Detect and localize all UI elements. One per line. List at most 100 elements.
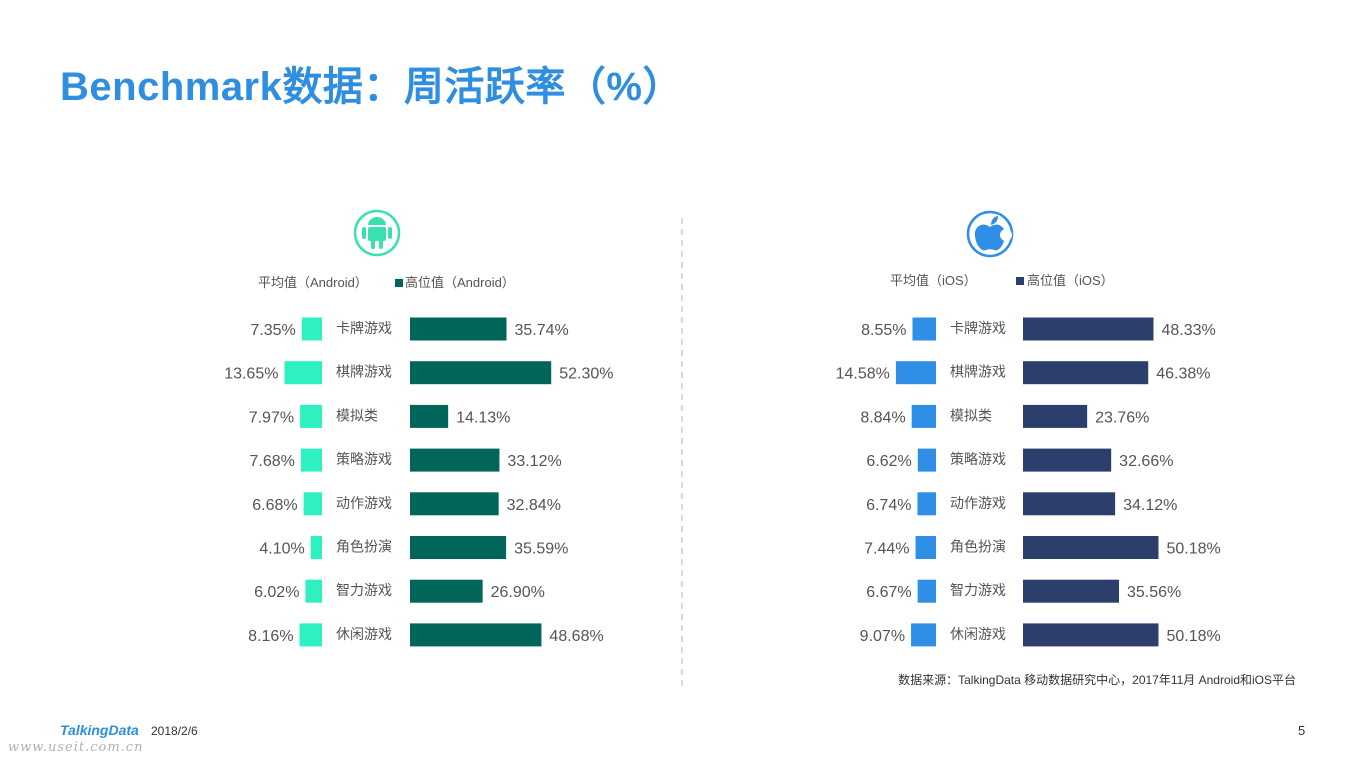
ios-avg-value-label: 8.55%: [861, 322, 906, 339]
android-legend-avg: 平均值（Android）: [258, 275, 368, 290]
ios-high-value-label: 50.18%: [1166, 628, 1220, 645]
android-avg-bar: [300, 404, 322, 428]
ios-high-value-label: 50.18%: [1166, 541, 1220, 558]
android-high-value-label: 33.12%: [507, 453, 561, 470]
ios-avg-value-label: 6.74%: [866, 497, 911, 514]
android-avg-bar: [301, 317, 322, 341]
ios-high-bar: [1023, 579, 1120, 603]
android-avg-value-label: 8.16%: [248, 628, 293, 645]
ios-legend-high-swatch: [1016, 277, 1024, 285]
ios-avg-value-label: 14.58%: [836, 366, 890, 383]
ios-high-value-label: 48.33%: [1161, 322, 1215, 339]
ios-high-value-label: 34.12%: [1123, 497, 1177, 514]
apple-icon-body: [974, 224, 1006, 251]
ios-category-label: 棋牌游戏: [950, 364, 1006, 380]
android-category-label: 棋牌游戏: [336, 364, 392, 380]
android-avg-bar: [303, 492, 322, 516]
ios-avg-bar: [917, 579, 936, 603]
ios-category-label: 策略游戏: [950, 451, 1006, 467]
ios-category-label: 卡牌游戏: [950, 320, 1006, 336]
ios-avg-bar: [917, 492, 936, 516]
android-avg-value-label: 7.97%: [249, 409, 294, 426]
ios-category-label: 模拟类: [950, 407, 992, 423]
android-high-value-label: 35.74%: [514, 322, 568, 339]
android-avg-value-label: 13.65%: [224, 366, 278, 383]
android-category-label: 休闲游戏: [336, 626, 392, 642]
ios-avg-bar: [915, 536, 936, 559]
ios-avg-bar: [895, 361, 936, 385]
android-category-label: 策略游戏: [336, 451, 392, 467]
android-high-bar: [410, 623, 542, 647]
ios-avg-value-label: 7.44%: [864, 541, 909, 558]
watermark: www.useit.com.cn: [8, 740, 144, 755]
android-legend-high: 高位值（Android）: [405, 275, 515, 290]
ios-high-bar: [1023, 536, 1159, 559]
android-high-value-label: 52.30%: [559, 366, 613, 383]
ios-high-bar: [1023, 623, 1159, 647]
android-icon-leg-left: [371, 239, 375, 249]
android-high-bar: [410, 404, 449, 428]
ios-avg-value-label: 8.84%: [860, 409, 905, 426]
android-icon-arm-right: [388, 227, 392, 239]
android-avg-bar: [310, 536, 322, 559]
ios-high-bar: [1023, 492, 1116, 516]
ios-legend-high: 高位值（iOS）: [1027, 273, 1114, 288]
ios-high-bar: [1023, 404, 1088, 428]
android-high-bar: [410, 536, 507, 559]
android-avg-value-label: 4.10%: [259, 541, 304, 558]
android-icon-arm-left: [362, 227, 366, 239]
ios-avg-bar: [912, 317, 936, 341]
android-category-label: 卡牌游戏: [336, 320, 392, 336]
android-high-value-label: 48.68%: [549, 628, 603, 645]
ios-high-bar: [1023, 317, 1154, 341]
android-avg-bar: [300, 448, 322, 472]
android-high-value-label: 32.84%: [507, 497, 561, 514]
source-note: 数据来源：TalkingData 移动数据研究中心，2017年11月 Andro…: [898, 673, 1296, 687]
android-high-bar: [410, 448, 500, 472]
android-icon-body: [368, 227, 386, 241]
footer-date: 2018/2/6: [151, 724, 198, 738]
android-avg-value-label: 6.68%: [252, 497, 297, 514]
android-high-bar: [410, 317, 507, 341]
android-high-value-label: 14.13%: [456, 409, 510, 426]
android-high-value-label: 26.90%: [491, 584, 545, 601]
ios-category-label: 智力游戏: [950, 582, 1006, 598]
page-title: Benchmark数据：周活跃率（%）: [60, 65, 683, 109]
apple-icon-bite: [1000, 229, 1012, 241]
ios-category-label: 动作游戏: [950, 495, 1006, 511]
ios-avg-value-label: 6.62%: [866, 453, 911, 470]
page-number: 5: [1298, 723, 1306, 738]
android-high-bar: [410, 361, 552, 385]
android-avg-bar: [305, 579, 322, 603]
ios-high-bar: [1023, 361, 1149, 385]
ios-avg-value-label: 6.67%: [866, 584, 911, 601]
ios-high-value-label: 46.38%: [1156, 366, 1210, 383]
ios-legend-avg: 平均值（iOS）: [890, 273, 977, 288]
ios-avg-bar: [911, 404, 936, 428]
ios-avg-value-label: 9.07%: [860, 628, 905, 645]
android-avg-bar: [299, 623, 322, 647]
apple-icon: [966, 210, 1014, 258]
android-high-value-label: 35.59%: [514, 541, 568, 558]
android-icon-leg-right: [379, 239, 383, 249]
android-category-label: 角色扮演: [336, 539, 392, 555]
android-avg-bar: [284, 361, 322, 385]
ios-high-value-label: 35.56%: [1127, 584, 1181, 601]
apple-icon-leaf: [991, 216, 998, 225]
android-high-bar: [410, 492, 499, 516]
android-legend-high-swatch: [395, 279, 403, 287]
ios-high-value-label: 32.66%: [1119, 453, 1173, 470]
android-category-label: 模拟类: [336, 407, 378, 423]
ios-avg-bar: [911, 623, 936, 647]
android-high-bar: [410, 579, 483, 603]
android-avg-value-label: 6.02%: [254, 584, 299, 601]
ios-avg-bar: [917, 448, 936, 472]
android-category-label: 智力游戏: [336, 582, 392, 598]
brand-logo: TalkingData: [60, 722, 139, 738]
ios-category-label: 角色扮演: [950, 539, 1006, 555]
ios-category-label: 休闲游戏: [950, 626, 1006, 642]
android-icon: [353, 209, 401, 257]
android-avg-value-label: 7.68%: [250, 453, 295, 470]
ios-high-bar: [1023, 448, 1112, 472]
